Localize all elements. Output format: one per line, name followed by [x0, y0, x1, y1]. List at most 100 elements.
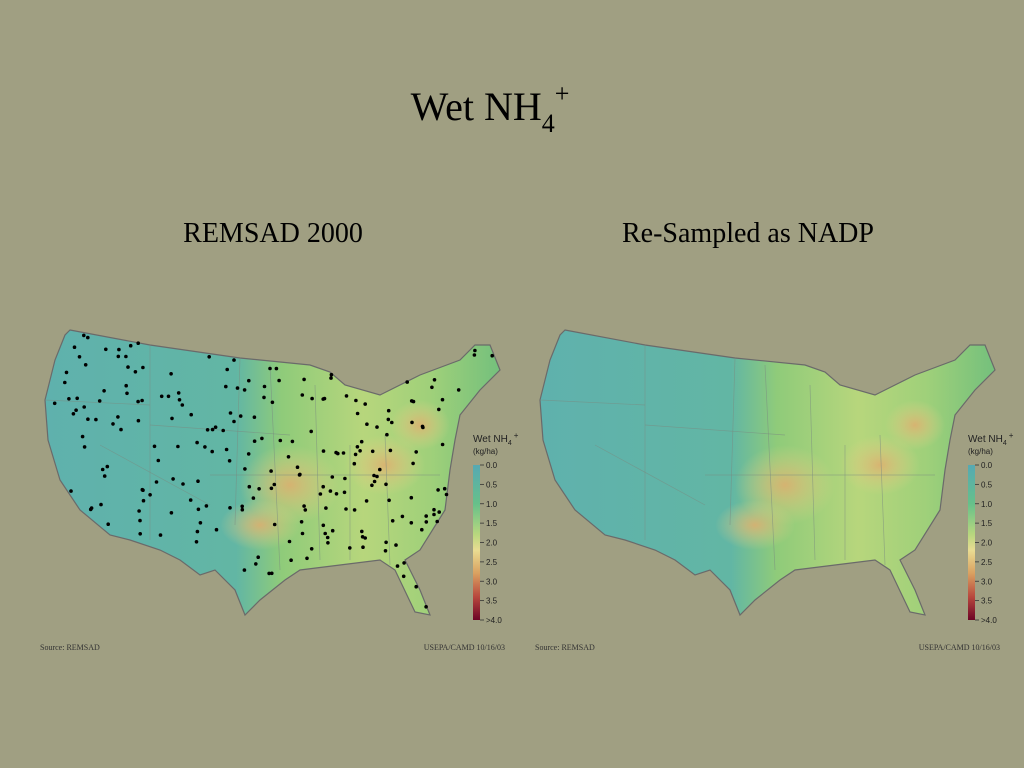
station-dot — [74, 408, 78, 412]
station-dot — [334, 450, 338, 455]
legend-title: Wet NH4+ — [473, 431, 519, 447]
legend-units: (kg/ha) — [473, 447, 498, 456]
station-dot — [289, 558, 293, 562]
station-dot — [344, 394, 349, 398]
station-dot — [302, 377, 306, 382]
station-dot — [171, 477, 175, 481]
colorbar-tick-label: 2.0 — [981, 539, 993, 548]
station-dot — [247, 484, 252, 489]
station-dot — [388, 448, 393, 453]
colorbar-tick-label: 0.5 — [981, 480, 993, 489]
station-dot — [140, 487, 145, 492]
station-dot — [360, 535, 365, 539]
station-dot — [303, 508, 308, 512]
station-dot — [257, 487, 261, 491]
station-dot — [355, 445, 360, 449]
station-dot — [214, 527, 219, 532]
credit-note: USEPA/CAMD 10/16/03 — [919, 643, 1000, 652]
station-dot — [86, 335, 90, 340]
hotspot — [345, 435, 425, 495]
station-dot — [432, 378, 437, 382]
station-dot — [365, 422, 369, 426]
station-dot — [364, 499, 369, 503]
station-dot — [254, 562, 258, 566]
station-dot — [180, 403, 185, 407]
station-dot — [141, 498, 146, 503]
state-border — [729, 357, 736, 526]
state-border — [234, 357, 241, 526]
state-border — [149, 424, 291, 436]
station-dot — [156, 458, 161, 463]
station-dot — [75, 396, 79, 401]
station-dot — [323, 531, 328, 536]
station-dot — [375, 474, 379, 479]
station-dot — [154, 480, 159, 484]
station-dot — [270, 400, 275, 405]
hotspots — [45, 345, 450, 571]
station-dot — [177, 398, 182, 402]
colorbar-tick-label: 0.0 — [486, 461, 498, 470]
station-dot — [341, 451, 346, 455]
colorbar-tick-label: 2.5 — [486, 558, 498, 567]
station-dot — [435, 519, 440, 524]
station-dot — [326, 541, 330, 545]
station-dot — [97, 399, 102, 403]
station-dot — [262, 395, 266, 400]
station-dot — [305, 556, 309, 561]
station-dot — [394, 543, 398, 547]
colorbar-tick-label: 3.0 — [486, 577, 498, 586]
station-dot — [141, 365, 145, 370]
station-dot — [321, 449, 326, 453]
station-dot — [99, 502, 103, 507]
station-dot — [321, 523, 326, 528]
station-dot — [159, 394, 164, 399]
station-dot — [437, 510, 442, 514]
station-dot — [370, 449, 375, 454]
station-dot — [272, 522, 277, 527]
station-dot — [372, 479, 377, 484]
station-dot — [295, 465, 300, 469]
colorbar-tick-label: 1.5 — [486, 519, 498, 528]
station-dot — [188, 498, 193, 502]
station-dot — [111, 422, 115, 426]
title-text: Wet NH — [411, 84, 542, 129]
station-dot — [372, 473, 376, 478]
station-dot — [69, 489, 73, 493]
state-border — [314, 384, 321, 561]
station-dot — [299, 520, 304, 524]
station-dot — [228, 506, 232, 510]
station-dot — [262, 384, 267, 389]
station-dot — [383, 549, 388, 553]
station-dot — [269, 469, 273, 473]
station-dot — [298, 472, 302, 477]
station-dot — [405, 380, 410, 384]
station-dot — [354, 398, 358, 403]
station-dot — [309, 547, 314, 551]
station-dot — [268, 366, 272, 371]
station-dot — [137, 509, 141, 513]
station-dot — [430, 385, 434, 390]
station-dot — [138, 532, 142, 536]
legend-title-superscript: + — [514, 431, 519, 440]
station-dot — [227, 459, 232, 463]
station-dot — [116, 415, 120, 419]
station-dot — [251, 496, 256, 500]
station-dot — [242, 568, 247, 572]
station-dot — [207, 355, 211, 359]
station-dot — [300, 393, 305, 397]
station-dot — [272, 482, 277, 487]
station-dot — [472, 353, 477, 357]
station-dot — [269, 486, 274, 491]
station-dot — [169, 372, 173, 376]
station-dot — [322, 396, 327, 401]
station-dot — [343, 476, 347, 481]
station-dot — [105, 464, 110, 469]
colorbar-tick-label: 0.0 — [981, 461, 993, 470]
station-dot — [287, 539, 292, 544]
station-dot — [409, 521, 414, 525]
station-dot — [363, 402, 368, 406]
station-dot — [318, 492, 323, 496]
station-dot — [210, 449, 214, 454]
station-dot — [221, 428, 225, 433]
station-dot — [414, 450, 419, 454]
